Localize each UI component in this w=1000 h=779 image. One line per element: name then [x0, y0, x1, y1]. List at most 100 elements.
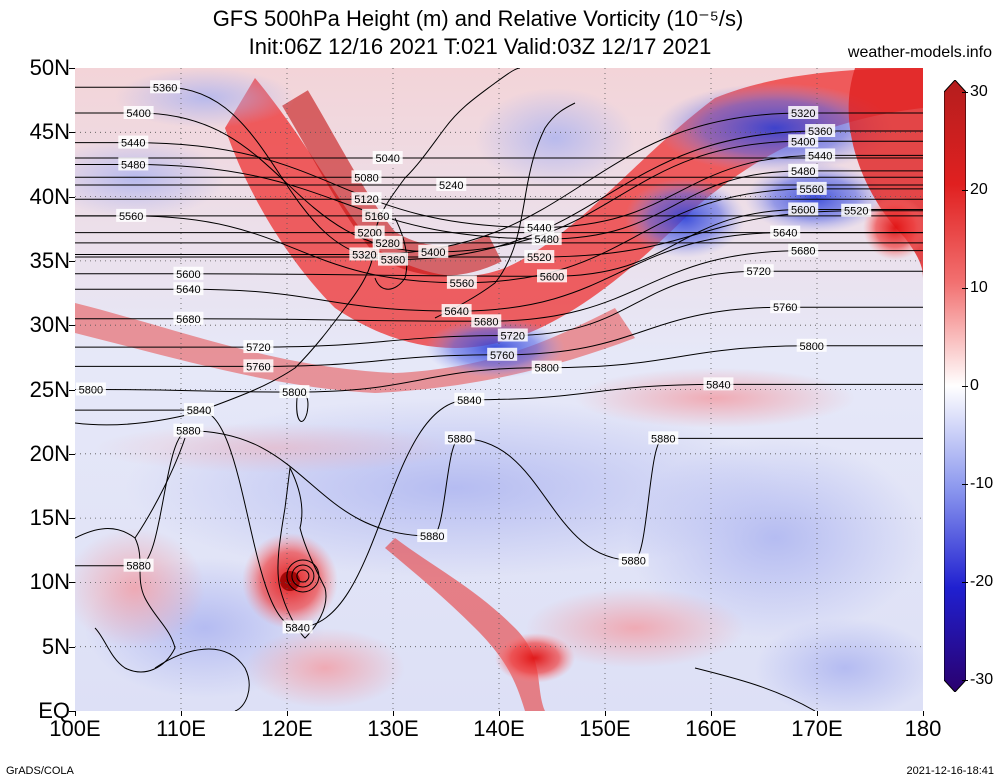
contour-label: 5480 — [121, 159, 145, 171]
contour-label-background — [417, 529, 448, 543]
contour-label: 5880 — [651, 433, 675, 445]
contour-label-background — [354, 225, 385, 239]
longitude-label: 160E — [685, 716, 737, 741]
longitude-label: 110E — [156, 716, 206, 741]
contour-label-background — [454, 392, 485, 406]
longitude-label: 120E — [261, 716, 313, 741]
contour-label-background — [173, 311, 204, 325]
contour-label-background — [531, 232, 562, 246]
latitude-tick — [69, 518, 75, 520]
contour-label: 5760 — [773, 302, 797, 314]
longitude-tick — [817, 711, 818, 716]
contour-label: 5680 — [176, 314, 200, 326]
contour-label: 5400 — [791, 136, 815, 148]
contour-label-background — [703, 377, 734, 391]
contour-label-background — [524, 250, 555, 264]
longitude-tick — [287, 711, 288, 716]
latitude-label: 5N — [41, 633, 70, 659]
longitude-label: 100E — [49, 716, 101, 741]
latitude-label: 15N — [29, 505, 70, 531]
contour-label-background — [173, 423, 204, 437]
contour-label-background — [444, 431, 475, 445]
contour-label-background — [770, 300, 801, 314]
colorbar-label: 30 — [970, 83, 988, 100]
latitude-label: 25N — [29, 376, 70, 402]
contour-label-background — [524, 220, 555, 234]
colorbar-tick — [962, 484, 968, 485]
contour-label: 5360 — [808, 126, 832, 138]
latitude-tick — [69, 196, 75, 198]
map-subtitle-init-valid: Init:06Z 12/16 2021 T:021 Valid:03Z 12/1… — [248, 34, 712, 59]
contour-label-background — [372, 151, 403, 165]
contour-label-background — [531, 360, 562, 374]
contour-label: 5840 — [706, 379, 730, 391]
colorbar-tick — [962, 92, 968, 93]
lat-lon-gridlines — [75, 68, 923, 711]
contour-label-background — [537, 269, 567, 283]
contour-label: 5800 — [79, 385, 103, 397]
contour-label: 5880 — [420, 531, 444, 543]
latitude-tick — [69, 711, 75, 712]
contour-label: 5720 — [246, 342, 270, 354]
latitude-tick — [69, 582, 75, 584]
contour-label: 5800 — [282, 387, 306, 399]
contour-label-background — [123, 558, 154, 572]
contour-label-background — [441, 304, 472, 318]
source-credit: weather-models.info — [847, 44, 992, 61]
contour-label-background — [471, 314, 502, 328]
contour-label: 5720 — [501, 330, 525, 342]
contour-label-background — [351, 192, 382, 206]
colorbar-label: 10 — [970, 279, 988, 296]
contour-label-background — [796, 338, 827, 352]
contour-label-background — [372, 235, 403, 249]
longitude-label: 150E — [579, 716, 631, 741]
contour-label: 5600 — [791, 204, 815, 216]
contour-label: 5720 — [746, 266, 770, 278]
contour-label: 5400 — [126, 108, 150, 120]
colorbar-label: -20 — [970, 573, 994, 590]
contour-label-background — [116, 208, 147, 222]
longitude-tick — [181, 711, 182, 716]
contour-label: 5760 — [490, 350, 514, 362]
latitude-label: 35N — [29, 247, 70, 273]
contour-label-background — [788, 202, 819, 216]
contour-label: 5640 — [176, 284, 200, 296]
contour-label-background — [349, 247, 380, 261]
footer-software-credit: GrADS/COLA — [6, 765, 74, 777]
latitude-tick — [69, 260, 75, 262]
cyclone-closed-contour — [296, 569, 310, 583]
colorbar-tick — [962, 386, 968, 387]
contour-label-background — [618, 553, 649, 567]
longitude-label: 130E — [367, 716, 419, 741]
contour-label-background — [805, 148, 836, 162]
contour-label-background — [648, 431, 679, 445]
latitude-tick — [69, 68, 75, 69]
contour-label-background — [279, 385, 310, 399]
longitude-label: 170E — [791, 716, 843, 741]
contour-label-background — [378, 252, 408, 266]
contour-label-background — [118, 135, 149, 149]
contour-label: 5800 — [799, 341, 823, 353]
contour-label-background — [362, 208, 393, 222]
contour-label: 5440 — [527, 222, 551, 234]
contour-label: 5680 — [474, 316, 498, 328]
contour-label: 5640 — [773, 228, 797, 240]
contour-label: 5240 — [439, 180, 463, 192]
latitude-label: 40N — [29, 183, 70, 209]
contour-label: 5600 — [540, 271, 564, 283]
contour-label-background — [282, 620, 313, 634]
contour-label-background — [841, 203, 872, 217]
longitude-label: 140E — [473, 716, 525, 741]
latitude-tick — [69, 646, 75, 648]
contour-label-background — [497, 328, 528, 342]
latitude-tick — [69, 325, 75, 327]
contour-label: 5480 — [534, 234, 558, 246]
contour-label-background — [118, 157, 149, 171]
footer-timestamp: 2021-12-16-18:41 — [906, 765, 994, 777]
contour-label-background — [805, 124, 836, 138]
contour-label: 5400 — [421, 247, 445, 259]
latitude-label: 10N — [29, 569, 70, 595]
contour-label: 5880 — [176, 426, 200, 438]
contour-label-background — [788, 163, 819, 177]
contour-label: 5480 — [791, 166, 815, 178]
